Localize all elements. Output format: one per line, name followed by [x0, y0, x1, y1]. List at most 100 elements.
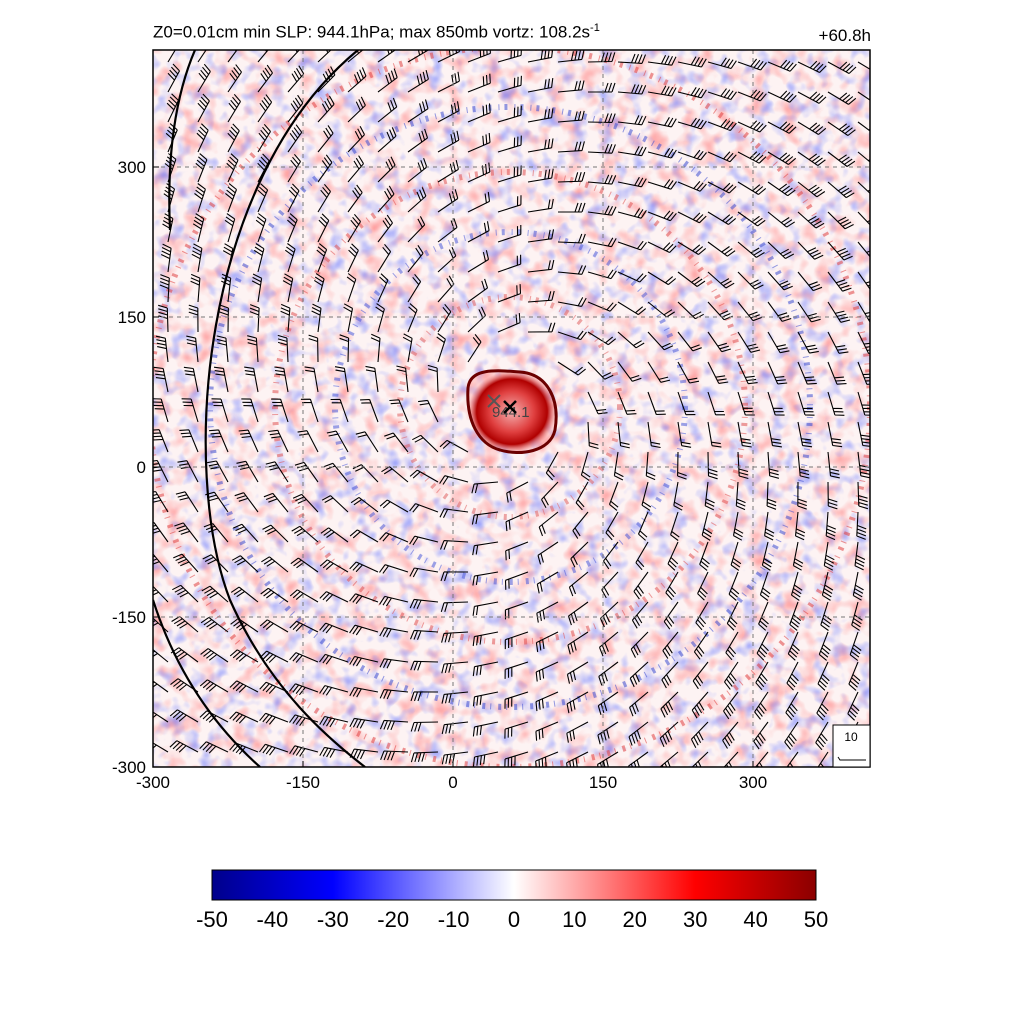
wind-barb [304, 366, 319, 393]
wind-barb [472, 601, 499, 616]
wind-barb [737, 301, 763, 322]
wind-barb [409, 598, 439, 610]
colorbar-tick-label: -30 [317, 907, 349, 932]
wind-barb [247, 335, 259, 363]
wind-barb [647, 210, 677, 222]
wind-barb [153, 742, 169, 753]
wind-barb [587, 331, 617, 346]
wind-barb [817, 751, 829, 767]
colorbar-tick-label: -20 [377, 907, 409, 932]
wind-barb [851, 601, 863, 631]
wind-barb [284, 243, 296, 273]
wind-barb [659, 751, 679, 767]
wind-barb [856, 511, 867, 540]
vorticity-band [272, 169, 748, 645]
wind-barb [827, 241, 853, 261]
wind-barb [693, 631, 709, 660]
wind-barb [289, 683, 319, 696]
wind-barb [617, 145, 647, 157]
wind-barb [827, 151, 856, 167]
wind-barb [467, 191, 491, 213]
wind-barb [692, 661, 709, 690]
wind-barb [677, 391, 696, 416]
wind-barb [289, 589, 319, 603]
wind-barb [199, 679, 229, 693]
wind-barb [287, 124, 303, 153]
wind-barb [587, 52, 616, 63]
wind-barb [370, 333, 381, 363]
wind-barb [821, 571, 834, 601]
wind-barb [767, 301, 792, 322]
wind-barb [662, 631, 679, 659]
wind-barb [570, 541, 589, 568]
wind-barb [527, 322, 556, 333]
wind-barb [617, 240, 647, 251]
wind-barb [197, 63, 211, 93]
wind-barb [627, 751, 649, 767]
wind-barb [857, 181, 870, 194]
wind-barb [707, 421, 722, 448]
wind-barb [347, 184, 363, 213]
wind-barb [167, 50, 176, 63]
wind-barb [349, 593, 379, 604]
wind-barb [707, 271, 735, 289]
wind-barb [467, 221, 490, 243]
wind-barb [380, 750, 409, 761]
wind-barb [617, 391, 637, 415]
wind-barb [350, 496, 379, 513]
wind-barb [167, 63, 180, 93]
wind-barb [797, 391, 815, 416]
wind-barb [797, 211, 825, 229]
wind-barb [377, 50, 397, 63]
wind-barb [472, 721, 499, 737]
wind-barb [527, 198, 554, 213]
wind-barb [289, 652, 319, 663]
wind-barb [155, 335, 169, 363]
wind-barb [381, 466, 409, 483]
wind-barb [737, 58, 767, 71]
wind-barb [737, 241, 765, 258]
wind-barb [427, 364, 439, 393]
wind-barb [628, 721, 649, 746]
colorbar-tick-label: -40 [257, 907, 289, 932]
wind-barb [857, 271, 870, 290]
y-tick-label: 0 [137, 458, 146, 477]
wind-barb [265, 461, 289, 483]
wind-barb [317, 213, 330, 243]
wind-barb [597, 691, 619, 715]
wind-barb [545, 451, 559, 481]
wind-barb [797, 331, 819, 354]
wind-barb [290, 557, 319, 573]
wind-barb [629, 691, 649, 717]
wind-barb [377, 127, 397, 153]
wind-barb [219, 304, 229, 333]
wind-barb [797, 241, 824, 260]
wind-barb [857, 91, 870, 101]
wind-barb [827, 391, 845, 416]
wind-barb [797, 301, 821, 323]
wind-barb [409, 567, 439, 578]
wind-barb [153, 680, 169, 693]
wind-barb [230, 586, 259, 603]
wind-barb [172, 584, 199, 603]
wind-barb [205, 491, 229, 513]
wind-barb [497, 254, 522, 273]
colorbar-tick-label: 50 [804, 907, 828, 932]
wind-barb [379, 658, 409, 669]
wind-barb [857, 361, 870, 385]
wind-barb [409, 535, 439, 546]
wind-barb [192, 213, 205, 243]
wind-barb [234, 492, 259, 513]
wind-barb [384, 432, 409, 453]
vorticity-band [397, 294, 623, 520]
wind-barb [317, 66, 336, 93]
wind-barb [587, 301, 617, 312]
wind-barb [580, 451, 591, 481]
wind-barb [665, 571, 679, 601]
wind-barb [409, 629, 439, 640]
wind-barb [755, 751, 769, 767]
wind-barb [437, 101, 460, 123]
wind-barb [767, 241, 795, 259]
wind-barb [171, 616, 199, 633]
wind-barb [347, 50, 364, 63]
